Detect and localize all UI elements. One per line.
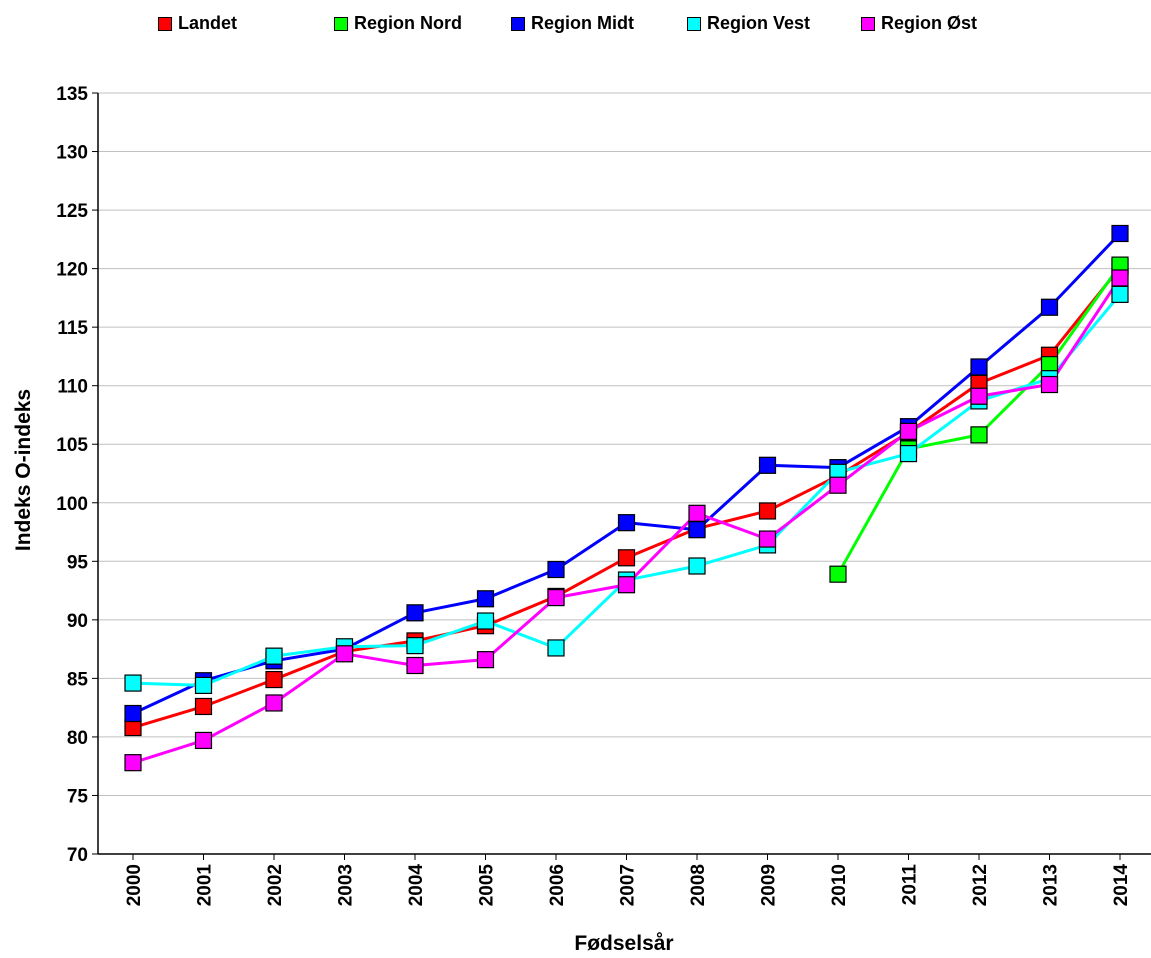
data-point-region-vest xyxy=(476,612,495,630)
x-tick-label: 2008 xyxy=(688,864,709,906)
data-point-region-ost xyxy=(476,651,495,669)
y-tick-label: 90 xyxy=(67,611,88,632)
legend-label-region-midt: Region Midt xyxy=(531,13,634,33)
y-tick-label: 95 xyxy=(67,552,89,573)
data-point-region-vest xyxy=(124,674,142,692)
data-point-region-midt xyxy=(1111,224,1129,243)
data-point-region-vest xyxy=(194,676,213,695)
data-point-region-ost xyxy=(406,656,424,675)
x-tick-label: 2003 xyxy=(336,864,357,906)
data-point-region-ost xyxy=(194,731,213,750)
y-tick-label: 80 xyxy=(67,728,88,749)
data-point-region-midt xyxy=(617,514,636,532)
legend-item-region-vest: Region Vest xyxy=(687,13,810,34)
x-axis-ticks: 2000 2001 2002 2003 2004 2005 2006 2007 2008 2009… xyxy=(124,854,1132,906)
data-point-region-ost xyxy=(1111,269,1129,287)
data-point-region-midt xyxy=(970,358,988,376)
x-tick-label: 2011 xyxy=(900,864,921,906)
legend-label-region-ost: Region Øst xyxy=(881,13,978,33)
y-tick-label: 105 xyxy=(56,435,88,456)
data-point-region-nord xyxy=(829,565,847,583)
series-line-region-midt xyxy=(132,232,1122,715)
data-point-region-ost xyxy=(758,530,777,548)
data-point-region-ost xyxy=(617,576,636,594)
series-line-region-vest xyxy=(132,293,1122,687)
x-tick-label: 2007 xyxy=(618,864,639,906)
y-tick-label: 130 xyxy=(56,143,88,164)
legend-swatch-region-nord xyxy=(334,16,348,31)
axes xyxy=(97,93,1151,855)
y-tick-label: 75 xyxy=(67,786,89,807)
legend-label-region-nord: Region Nord xyxy=(354,13,462,33)
chart-legend: Landet Region Nord Region Midt Region Ve… xyxy=(0,13,1151,41)
data-point-region-vest xyxy=(265,647,283,665)
series-group xyxy=(124,224,1129,772)
y-axis-title: Indeks O-indeks xyxy=(12,389,35,551)
data-point-region-vest xyxy=(688,557,706,575)
legend-label-region-vest: Region Vest xyxy=(707,13,811,33)
series-line-region-nord xyxy=(836,264,1122,575)
x-tick-label: 2013 xyxy=(1041,864,1062,906)
y-tick-label: 100 xyxy=(56,494,88,515)
data-point-region-ost xyxy=(335,645,354,663)
x-tick-label: 2001 xyxy=(195,864,216,907)
data-point-region-ost xyxy=(970,387,988,405)
gridlines xyxy=(98,92,1151,796)
legend-item-region-midt: Region Midt xyxy=(511,13,634,34)
data-point-region-vest xyxy=(899,444,918,463)
data-point-region-midt xyxy=(547,560,565,579)
x-tick-label: 2005 xyxy=(477,864,498,907)
legend-swatch-region-midt xyxy=(511,16,525,31)
x-axis-title: Fødselsår xyxy=(574,932,673,955)
x-tick-label: 2009 xyxy=(759,864,780,906)
legend-swatch-region-ost xyxy=(861,16,875,31)
y-tick-label: 70 xyxy=(67,845,88,866)
legend-swatch-region-vest xyxy=(687,16,701,31)
legend-label-landet: Landet xyxy=(178,13,238,33)
legend-item-region-ost: Region Øst xyxy=(861,13,977,34)
y-tick-label: 135 xyxy=(56,84,88,105)
data-point-region-ost xyxy=(829,476,847,494)
y-tick-label: 120 xyxy=(56,260,88,281)
data-point-region-vest xyxy=(406,637,424,655)
legend-item-landet: Landet xyxy=(158,13,237,34)
data-point-region-nord xyxy=(970,426,988,444)
data-point-region-ost xyxy=(124,754,142,772)
data-point-landet xyxy=(617,549,636,567)
x-tick-label: 2002 xyxy=(265,864,286,906)
data-point-region-ost xyxy=(1040,375,1059,394)
x-tick-label: 2006 xyxy=(547,864,568,906)
data-point-region-midt xyxy=(1040,298,1059,316)
y-tick-label: 85 xyxy=(67,669,89,690)
legend-swatch-landet xyxy=(158,16,172,31)
legend-item-region-nord: Region Nord xyxy=(334,13,462,34)
data-point-region-midt xyxy=(476,590,495,608)
data-point-landet xyxy=(194,697,213,716)
data-point-landet xyxy=(758,502,777,520)
data-point-region-vest xyxy=(547,639,565,657)
x-tick-label: 2012 xyxy=(970,864,991,906)
data-point-region-midt xyxy=(124,704,142,723)
x-tick-label: 2000 xyxy=(124,864,145,906)
data-point-region-ost xyxy=(265,694,283,712)
y-tick-label: 125 xyxy=(56,201,88,222)
data-point-region-midt xyxy=(758,456,777,474)
x-tick-label: 2014 xyxy=(1111,864,1132,907)
y-axis-ticks: 70 75 80 85 90 95 100 105 110 115 120 125 130 135 xyxy=(56,84,98,866)
data-point-region-vest xyxy=(1111,285,1129,303)
y-tick-label: 110 xyxy=(57,377,88,398)
data-point-region-ost xyxy=(899,422,918,440)
data-point-region-ost xyxy=(688,504,706,522)
y-tick-label: 115 xyxy=(57,318,88,339)
data-point-region-midt xyxy=(688,521,706,539)
x-tick-label: 2010 xyxy=(829,864,850,906)
data-point-landet xyxy=(265,670,283,689)
data-point-region-ost xyxy=(547,589,565,607)
x-tick-label: 2004 xyxy=(406,864,427,907)
data-point-region-midt xyxy=(406,604,424,622)
